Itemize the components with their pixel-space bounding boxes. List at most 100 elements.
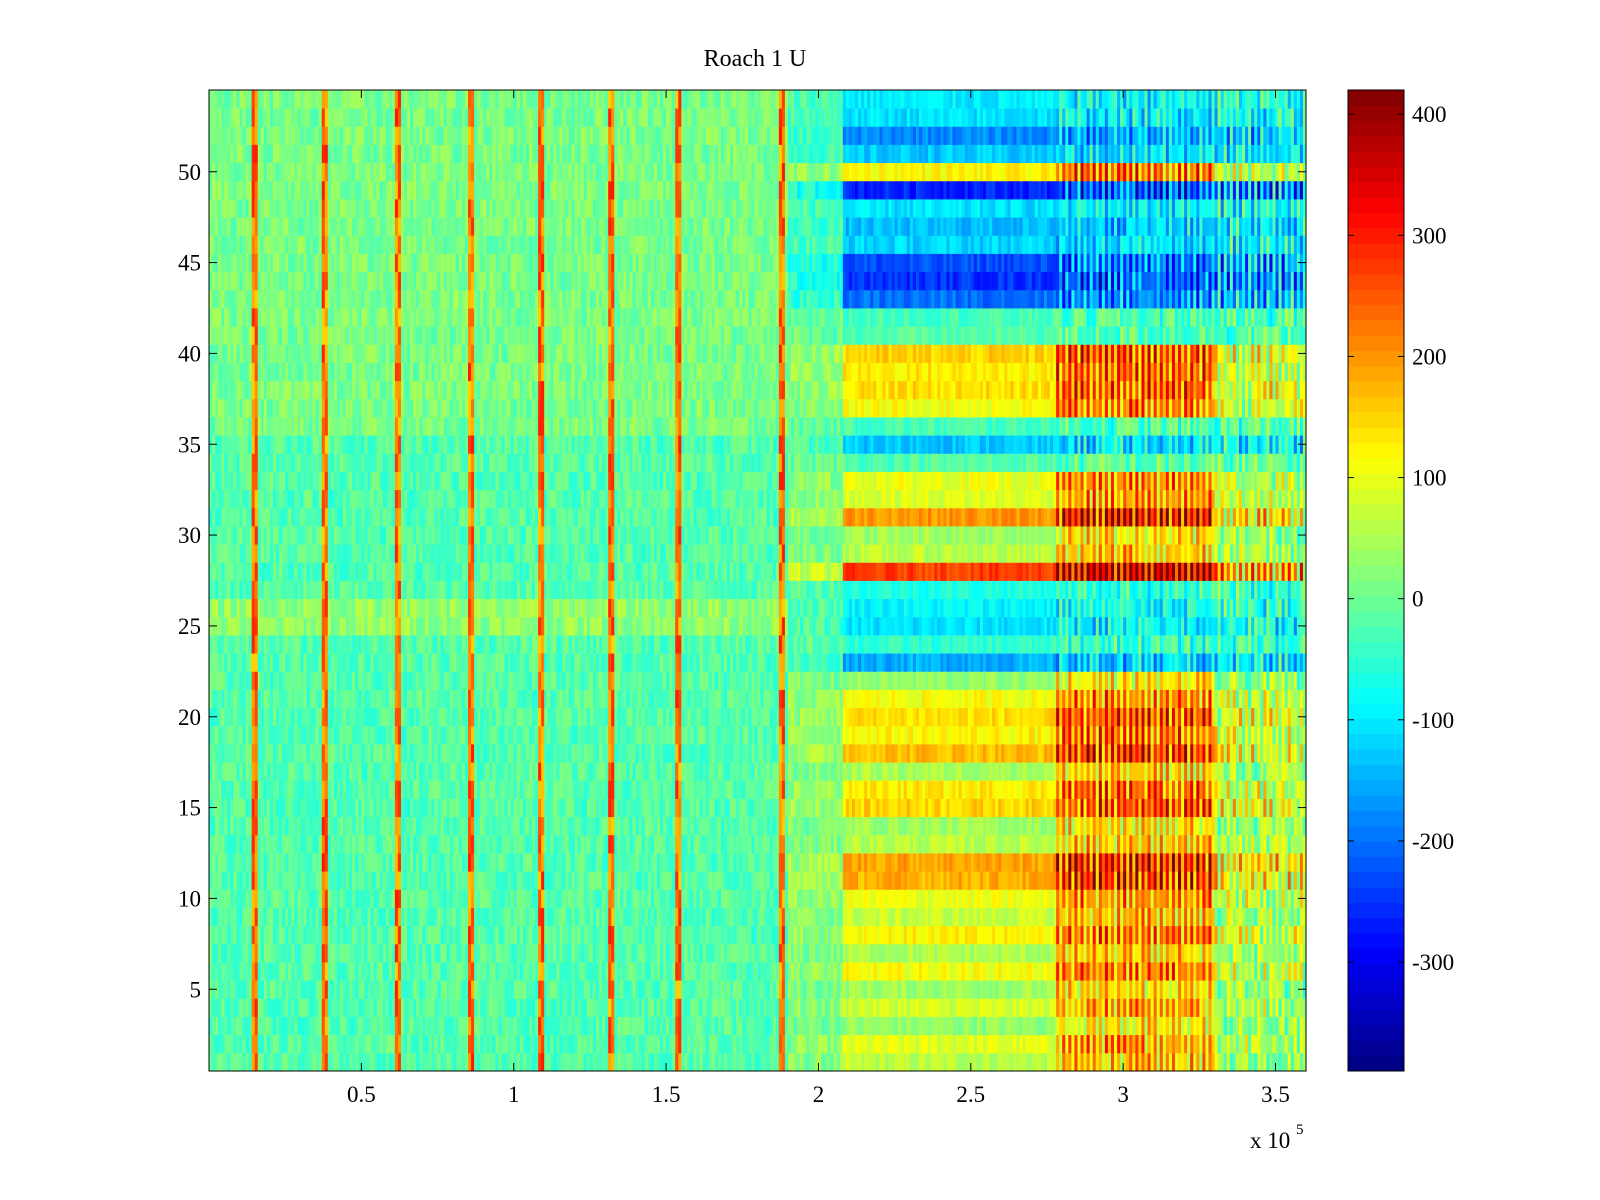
heatmap-cell xyxy=(285,998,289,1017)
heatmap-cell xyxy=(599,871,603,890)
heatmap-cell xyxy=(599,1034,603,1054)
heatmap-cell xyxy=(355,834,359,854)
heatmap-cell xyxy=(1101,1052,1106,1072)
heatmap-cell xyxy=(678,925,682,945)
heatmap-cell xyxy=(330,853,335,872)
heatmap-cell xyxy=(1269,998,1273,1017)
heatmap-cell xyxy=(614,962,618,981)
heatmap-cell xyxy=(538,998,542,1017)
heatmap-cell xyxy=(1080,889,1084,908)
heatmap-cell xyxy=(1284,1016,1289,1036)
heatmap-cell xyxy=(632,907,637,927)
heatmap-cell xyxy=(568,943,573,963)
heatmap-cell xyxy=(532,998,536,1017)
heatmap-cell xyxy=(1290,980,1295,999)
heatmap-cell xyxy=(842,1052,847,1072)
heatmap-cell xyxy=(257,980,262,999)
heatmap-cell xyxy=(1059,853,1063,872)
heatmap-cell xyxy=(928,889,932,908)
heatmap-cell xyxy=(1068,1034,1072,1054)
heatmap-cell xyxy=(1083,853,1087,872)
heatmap-cell xyxy=(882,853,886,872)
heatmap-cell xyxy=(596,1052,600,1072)
heatmap-cell xyxy=(629,962,633,981)
heatmap-cell xyxy=(428,962,432,981)
heatmap-cell xyxy=(888,1016,892,1036)
heatmap-cell xyxy=(410,1052,414,1072)
heatmap-cell xyxy=(230,998,234,1017)
heatmap-cell xyxy=(1263,871,1267,890)
heatmap-cell xyxy=(608,925,612,945)
heatmap-cell xyxy=(391,816,396,836)
heatmap-cell xyxy=(541,943,545,963)
heatmap-cell xyxy=(1266,907,1270,927)
heatmap-cell xyxy=(915,907,920,927)
heatmap-cell xyxy=(964,907,969,927)
heatmap-cell xyxy=(699,816,704,836)
heatmap-cell xyxy=(358,816,362,836)
heatmap-cell xyxy=(1296,1052,1301,1072)
heatmap-cell xyxy=(455,943,460,963)
heatmap-cell xyxy=(1129,1016,1133,1036)
heatmap-cell xyxy=(995,925,999,945)
heatmap-cell xyxy=(894,925,899,945)
heatmap-cell xyxy=(1217,998,1222,1017)
heatmap-cell xyxy=(784,943,789,963)
heatmap-cell xyxy=(894,1052,899,1072)
heatmap-cell xyxy=(751,998,755,1017)
heatmap-cell xyxy=(1135,871,1139,890)
heatmap-cell xyxy=(340,1034,344,1054)
heatmap-cell xyxy=(489,1034,493,1054)
heatmap-cell xyxy=(1123,1034,1127,1054)
heatmap-cell xyxy=(922,998,926,1017)
heatmap-cell xyxy=(1187,962,1191,981)
heatmap-cell xyxy=(1190,907,1194,927)
heatmap-cell xyxy=(1025,1034,1030,1054)
heatmap-cell xyxy=(1056,962,1060,981)
heatmap-cell xyxy=(982,962,987,981)
heatmap-cell xyxy=(230,816,234,836)
heatmap-cell xyxy=(361,889,365,908)
heatmap-cell xyxy=(1229,980,1234,999)
heatmap-cell xyxy=(309,834,314,854)
heatmap-cell xyxy=(623,816,627,836)
heatmap-cell xyxy=(1086,1052,1091,1072)
heatmap-cell xyxy=(1238,980,1243,999)
heatmap-cell xyxy=(498,1016,502,1036)
heatmap-cell xyxy=(858,998,862,1017)
heatmap-cell xyxy=(1004,962,1008,981)
heatmap-cell xyxy=(1114,871,1118,890)
heatmap-cell xyxy=(1053,943,1057,963)
heatmap-cell xyxy=(376,998,381,1017)
heatmap-cell xyxy=(669,1052,673,1072)
heatmap-cell xyxy=(336,871,341,890)
heatmap-cell xyxy=(818,1052,822,1072)
heatmap-cell xyxy=(803,834,807,854)
heatmap-cell xyxy=(644,889,649,908)
heatmap-cell xyxy=(833,834,838,854)
heatmap-cell xyxy=(970,1016,975,1036)
heatmap-cell xyxy=(702,998,707,1017)
heatmap-cell xyxy=(528,925,533,945)
heatmap-cell xyxy=(836,853,841,872)
heatmap-cell xyxy=(571,853,576,872)
heatmap-cell xyxy=(1269,907,1273,927)
heatmap-cell xyxy=(1153,998,1158,1017)
heatmap-cell xyxy=(239,907,243,927)
heatmap-cell xyxy=(1193,1034,1197,1054)
heatmap-cell xyxy=(1302,834,1307,854)
heatmap-cell xyxy=(784,998,789,1017)
heatmap-cell xyxy=(306,816,310,836)
heatmap-cell xyxy=(583,816,588,836)
heatmap-cell xyxy=(336,907,341,927)
heatmap-cell xyxy=(340,834,344,854)
heatmap-cell xyxy=(611,834,615,854)
heatmap-cell xyxy=(586,853,591,872)
heatmap-cell xyxy=(976,834,981,854)
heatmap-cell xyxy=(440,943,445,963)
heatmap-cell xyxy=(498,1052,502,1072)
heatmap-cell xyxy=(321,871,326,890)
heatmap-cell xyxy=(696,925,701,945)
heatmap-cell xyxy=(1181,962,1185,981)
heatmap-cell xyxy=(964,834,969,854)
